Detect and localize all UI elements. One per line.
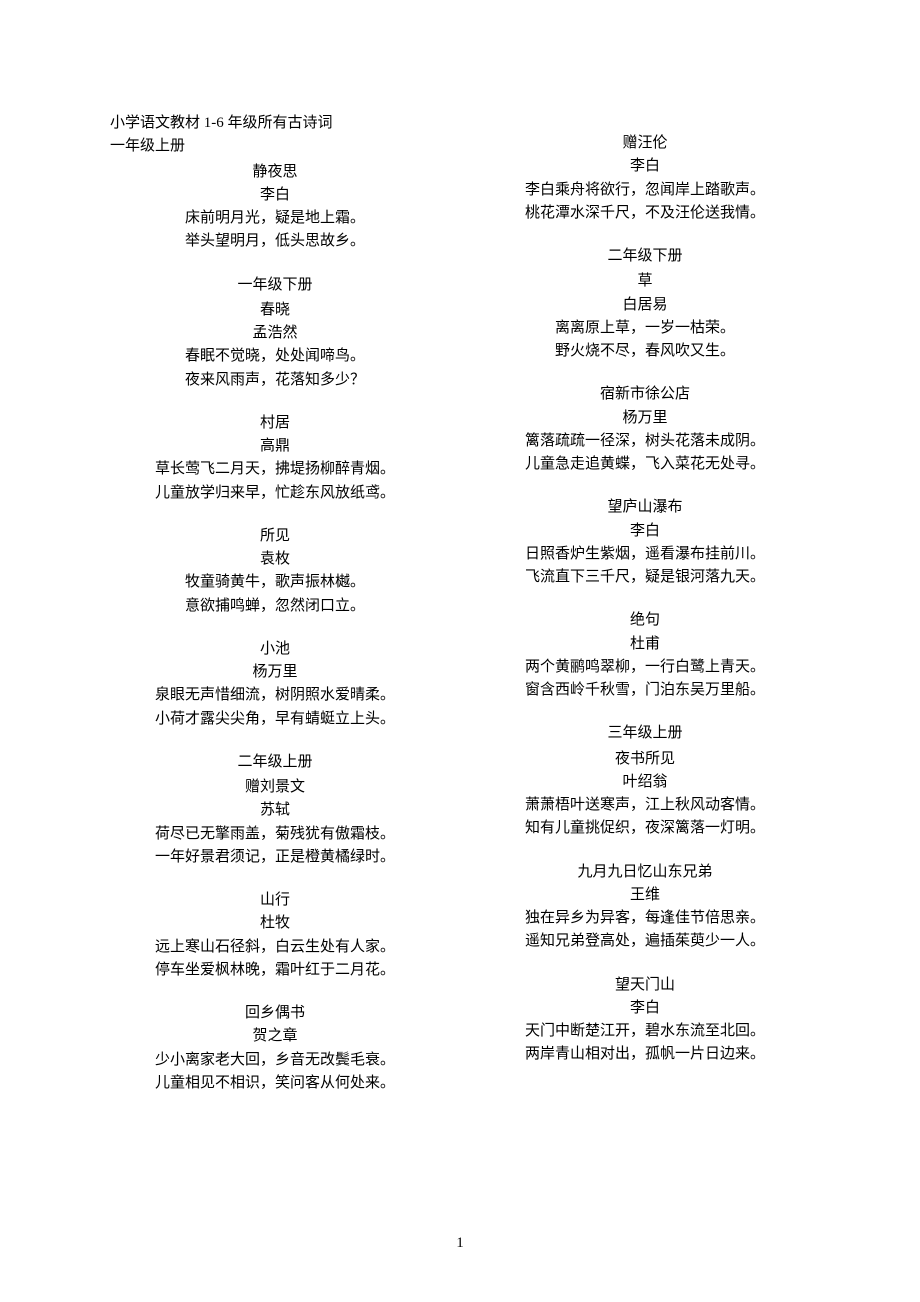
poem-title: 望庐山瀑布 bbox=[480, 496, 810, 519]
poem-title: 山行 bbox=[110, 889, 440, 912]
poem-block: 赠汪伦李白李白乘舟将欲行，忽闻岸上踏歌声。桃花潭水深千尺，不及汪伦送我情。 bbox=[480, 132, 810, 225]
poem-block: 春晓孟浩然春眠不觉晓，处处闻啼鸟。夜来风雨声，花落知多少？ bbox=[110, 299, 440, 392]
poem-author: 袁枚 bbox=[110, 548, 440, 571]
poem-author: 李白 bbox=[110, 184, 440, 207]
intro-line: 一年级上册 bbox=[110, 135, 440, 158]
poem-line: 天门中断楚江开，碧水东流至北回。 bbox=[480, 1020, 810, 1043]
poem-author: 叶绍翁 bbox=[480, 771, 810, 794]
section-label: 二年级上册 bbox=[110, 751, 440, 774]
poem-line: 日照香炉生紫烟，遥看瀑布挂前川。 bbox=[480, 543, 810, 566]
poem-author: 高鼎 bbox=[110, 435, 440, 458]
section-header: 二年级上册 bbox=[110, 751, 440, 774]
poem-title: 绝句 bbox=[480, 609, 810, 632]
poem-line: 荷尽已无擎雨盖，菊残犹有傲霜枝。 bbox=[110, 823, 440, 846]
poem-line: 知有儿童挑促织，夜深篱落一灯明。 bbox=[480, 817, 810, 840]
poem-author: 杨万里 bbox=[110, 661, 440, 684]
poem-author: 贺之章 bbox=[110, 1025, 440, 1048]
poem-author: 杜牧 bbox=[110, 912, 440, 935]
poem-author: 李白 bbox=[480, 997, 810, 1020]
poem-line: 少小离家老大回，乡音无改鬓毛衰。 bbox=[110, 1049, 440, 1072]
poem-line: 儿童相见不相识，笑问客从何处来。 bbox=[110, 1072, 440, 1095]
poem-title: 夜书所见 bbox=[480, 748, 810, 771]
right-column: 赠汪伦李白李白乘舟将欲行，忽闻岸上踏歌声。桃花潭水深千尺，不及汪伦送我情。二年级… bbox=[480, 112, 810, 1095]
poem-line: 儿童放学归来早，忙趁东风放纸鸢。 bbox=[110, 482, 440, 505]
poem-line: 两个黄鹂鸣翠柳，一行白鹭上青天。 bbox=[480, 656, 810, 679]
poem-line: 儿童急走追黄蝶，飞入菜花无处寻。 bbox=[480, 453, 810, 476]
poem-author: 李白 bbox=[480, 520, 810, 543]
poem-author: 孟浩然 bbox=[110, 322, 440, 345]
poem-title: 静夜思 bbox=[110, 161, 440, 184]
section-label: 二年级下册 bbox=[480, 245, 810, 268]
poem-title: 宿新市徐公店 bbox=[480, 383, 810, 406]
poem-line: 一年好景君须记，正是橙黄橘绿时。 bbox=[110, 846, 440, 869]
left-column: 小学语文教材 1-6 年级所有古诗词 一年级上册 静夜思李白床前明月光，疑是地上… bbox=[110, 112, 440, 1095]
section-label: 一年级下册 bbox=[110, 274, 440, 297]
page-number: 1 bbox=[0, 1235, 920, 1252]
poem-author: 王维 bbox=[480, 884, 810, 907]
poem-block: 所见袁枚牧童骑黄牛，歌声振林樾。意欲捕鸣蝉，忽然闭口立。 bbox=[110, 525, 440, 618]
intro-block: 小学语文教材 1-6 年级所有古诗词 一年级上册 bbox=[110, 112, 440, 159]
poem-line: 意欲捕鸣蝉，忽然闭口立。 bbox=[110, 595, 440, 618]
poem-line: 桃花潭水深千尺，不及汪伦送我情。 bbox=[480, 202, 810, 225]
section-label: 三年级上册 bbox=[480, 722, 810, 745]
poem-author: 李白 bbox=[480, 155, 810, 178]
poem-title: 所见 bbox=[110, 525, 440, 548]
poem-title: 望天门山 bbox=[480, 974, 810, 997]
poem-title: 回乡偶书 bbox=[110, 1002, 440, 1025]
poem-block: 回乡偶书贺之章少小离家老大回，乡音无改鬓毛衰。儿童相见不相识，笑问客从何处来。 bbox=[110, 1002, 440, 1095]
poem-block: 夜书所见叶绍翁萧萧梧叶送寒声，江上秋风动客情。知有儿童挑促织，夜深篱落一灯明。 bbox=[480, 748, 810, 841]
poem-line: 泉眼无声惜细流，树阴照水爱晴柔。 bbox=[110, 684, 440, 707]
page-content: 小学语文教材 1-6 年级所有古诗词 一年级上册 静夜思李白床前明月光，疑是地上… bbox=[0, 0, 920, 1135]
poem-block: 绝句杜甫两个黄鹂鸣翠柳，一行白鹭上青天。窗含西岭千秋雪，门泊东吴万里船。 bbox=[480, 609, 810, 702]
poem-title: 赠刘景文 bbox=[110, 776, 440, 799]
poem-block: 望庐山瀑布李白日照香炉生紫烟，遥看瀑布挂前川。飞流直下三千尺，疑是银河落九天。 bbox=[480, 496, 810, 589]
poem-block: 草白居易离离原上草，一岁一枯荣。野火烧不尽，春风吹又生。 bbox=[480, 270, 810, 363]
poem-title: 村居 bbox=[110, 412, 440, 435]
poem-line: 夜来风雨声，花落知多少？ bbox=[110, 369, 440, 392]
poem-line: 小荷才露尖尖角，早有蜻蜓立上头。 bbox=[110, 708, 440, 731]
poem-block: 宿新市徐公店杨万里篱落疏疏一径深，树头花落未成阴。儿童急走追黄蝶，飞入菜花无处寻… bbox=[480, 383, 810, 476]
poem-line: 野火烧不尽，春风吹又生。 bbox=[480, 340, 810, 363]
poem-author: 杨万里 bbox=[480, 407, 810, 430]
poem-line: 春眠不觉晓，处处闻啼鸟。 bbox=[110, 345, 440, 368]
poem-author: 白居易 bbox=[480, 294, 810, 317]
poem-block: 望天门山李白天门中断楚江开，碧水东流至北回。两岸青山相对出，孤帆一片日边来。 bbox=[480, 974, 810, 1067]
section-header: 三年级上册 bbox=[480, 722, 810, 745]
poem-title: 春晓 bbox=[110, 299, 440, 322]
poem-block: 九月九日忆山东兄弟王维独在异乡为异客，每逢佳节倍思亲。遥知兄弟登高处，遍插茱萸少… bbox=[480, 861, 810, 954]
poem-block: 山行杜牧远上寒山石径斜，白云生处有人家。停车坐爱枫林晚，霜叶红于二月花。 bbox=[110, 889, 440, 982]
poem-title: 九月九日忆山东兄弟 bbox=[480, 861, 810, 884]
poem-line: 独在异乡为异客，每逢佳节倍思亲。 bbox=[480, 907, 810, 930]
poem-title: 赠汪伦 bbox=[480, 132, 810, 155]
poem-line: 停车坐爱枫林晚，霜叶红于二月花。 bbox=[110, 959, 440, 982]
poem-line: 萧萧梧叶送寒声，江上秋风动客情。 bbox=[480, 794, 810, 817]
poem-block: 静夜思李白床前明月光，疑是地上霜。举头望明月，低头思故乡。 bbox=[110, 161, 440, 254]
intro-line: 小学语文教材 1-6 年级所有古诗词 bbox=[110, 112, 440, 135]
section-header: 一年级下册 bbox=[110, 274, 440, 297]
poem-line: 远上寒山石径斜，白云生处有人家。 bbox=[110, 936, 440, 959]
poem-block: 村居高鼎草长莺飞二月天，拂堤扬柳醉青烟。儿童放学归来早，忙趁东风放纸鸢。 bbox=[110, 412, 440, 505]
poem-line: 牧童骑黄牛，歌声振林樾。 bbox=[110, 571, 440, 594]
poem-line: 离离原上草，一岁一枯荣。 bbox=[480, 317, 810, 340]
poem-line: 两岸青山相对出，孤帆一片日边来。 bbox=[480, 1043, 810, 1066]
poem-line: 李白乘舟将欲行，忽闻岸上踏歌声。 bbox=[480, 179, 810, 202]
poem-block: 小池杨万里泉眼无声惜细流，树阴照水爱晴柔。小荷才露尖尖角，早有蜻蜓立上头。 bbox=[110, 638, 440, 731]
poem-title: 草 bbox=[480, 270, 810, 293]
poem-author: 苏轼 bbox=[110, 799, 440, 822]
poem-block: 赠刘景文苏轼荷尽已无擎雨盖，菊残犹有傲霜枝。一年好景君须记，正是橙黄橘绿时。 bbox=[110, 776, 440, 869]
poem-author: 杜甫 bbox=[480, 633, 810, 656]
poem-line: 篱落疏疏一径深，树头花落未成阴。 bbox=[480, 430, 810, 453]
poem-line: 草长莺飞二月天，拂堤扬柳醉青烟。 bbox=[110, 458, 440, 481]
section-header: 二年级下册 bbox=[480, 245, 810, 268]
poem-line: 窗含西岭千秋雪，门泊东吴万里船。 bbox=[480, 679, 810, 702]
poem-title: 小池 bbox=[110, 638, 440, 661]
poem-line: 床前明月光，疑是地上霜。 bbox=[110, 207, 440, 230]
poem-line: 举头望明月，低头思故乡。 bbox=[110, 230, 440, 253]
poem-line: 遥知兄弟登高处，遍插茱萸少一人。 bbox=[480, 930, 810, 953]
poem-line: 飞流直下三千尺，疑是银河落九天。 bbox=[480, 566, 810, 589]
